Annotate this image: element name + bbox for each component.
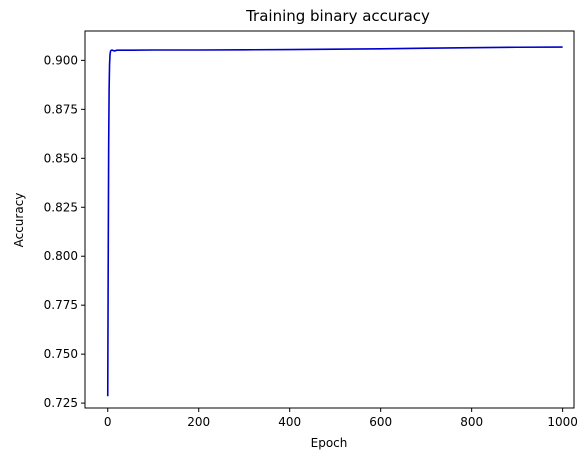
x-axis: 0 200 400 600 800 1000 xyxy=(104,408,578,429)
y-tick-label: 0.850 xyxy=(44,151,78,165)
x-tick-label: 1000 xyxy=(547,415,578,429)
y-tick-label: 0.800 xyxy=(44,249,78,263)
x-tick-label: 600 xyxy=(369,415,392,429)
chart-title: Training binary accuracy xyxy=(245,7,430,25)
plot-area xyxy=(84,30,575,409)
y-tick-label: 0.825 xyxy=(44,200,78,214)
y-tick-label: 0.900 xyxy=(44,53,78,67)
y-tick-label: 0.875 xyxy=(44,102,78,116)
x-tick-label: 800 xyxy=(460,415,483,429)
x-axis-label: Epoch xyxy=(311,436,348,450)
y-tick-label: 0.725 xyxy=(44,396,78,410)
y-axis: 0.725 0.750 0.775 0.800 0.825 0.850 0.875 0.900 xyxy=(44,53,85,410)
x-tick-label: 400 xyxy=(278,415,301,429)
y-tick-label: 0.775 xyxy=(44,298,78,312)
series-line xyxy=(106,46,563,397)
x-tick-label: 200 xyxy=(187,415,210,429)
y-axis-label: Accuracy xyxy=(12,193,26,248)
y-tick-label: 0.750 xyxy=(44,347,78,361)
x-tick-label: 0 xyxy=(104,415,112,429)
plot-series xyxy=(106,46,563,397)
